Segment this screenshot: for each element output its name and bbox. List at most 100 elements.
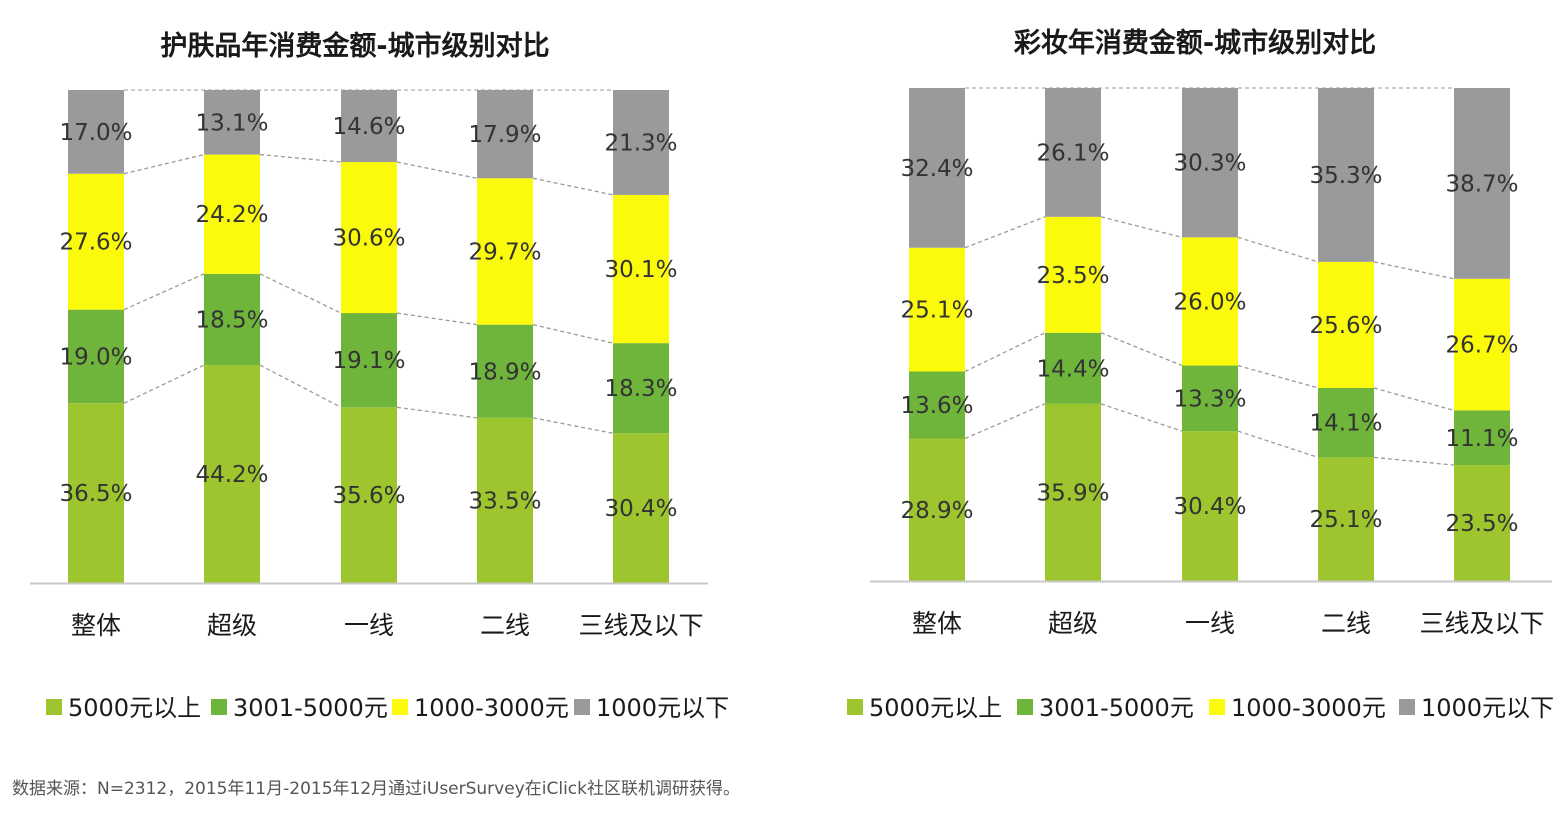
data-label: 35.6% bbox=[332, 483, 405, 509]
bar-segment-above-5000 bbox=[1182, 431, 1238, 581]
legend-swatch-1000-3000 bbox=[1209, 699, 1225, 715]
connector-line bbox=[1100, 332, 1183, 367]
data-label: 44.2% bbox=[195, 462, 268, 488]
data-label: 13.1% bbox=[195, 110, 268, 136]
data-label: 26.0% bbox=[1173, 289, 1246, 315]
legend-swatch-above-5000 bbox=[847, 699, 863, 715]
bar-segment-above-5000 bbox=[1045, 403, 1101, 581]
bar-segment-3001-5000 bbox=[477, 324, 533, 418]
connector-line bbox=[259, 364, 342, 408]
bar-segment-1000-3000 bbox=[204, 154, 260, 274]
bar-segment-below-1000 bbox=[1318, 88, 1374, 262]
bar-segment-1000-3000 bbox=[1318, 261, 1374, 388]
data-label: 30.6% bbox=[332, 226, 405, 252]
connector-line bbox=[1373, 456, 1455, 466]
category-label: 整体 bbox=[71, 611, 121, 640]
bar-segment-below-1000 bbox=[477, 90, 533, 179]
legend-swatch-below-1000 bbox=[1399, 699, 1415, 715]
bar-segment-above-5000 bbox=[1318, 457, 1374, 581]
data-label: 30.1% bbox=[604, 257, 677, 283]
bar-segment-above-5000 bbox=[1454, 465, 1510, 581]
data-label: 13.3% bbox=[1173, 386, 1246, 412]
connector-line bbox=[259, 273, 342, 314]
data-label: 28.9% bbox=[900, 498, 973, 524]
data-label: 21.3% bbox=[604, 130, 677, 156]
category-label: 二线 bbox=[480, 611, 530, 640]
legend-swatch-below-1000 bbox=[574, 699, 590, 715]
data-label: 32.4% bbox=[900, 156, 973, 182]
data-label: 19.0% bbox=[59, 344, 132, 370]
legend-label: 3001-5000元 bbox=[233, 694, 388, 722]
data-label: 14.6% bbox=[332, 114, 405, 140]
data-label: 25.1% bbox=[900, 298, 973, 324]
connector-line bbox=[532, 417, 614, 434]
bar-segment-below-1000 bbox=[68, 90, 124, 174]
category-label: 三线及以下 bbox=[578, 611, 703, 640]
data-label: 17.0% bbox=[59, 120, 132, 146]
bar-segment-1000-3000 bbox=[1454, 278, 1510, 411]
connector-line bbox=[532, 177, 614, 196]
data-label: 35.3% bbox=[1309, 163, 1382, 189]
connector-line bbox=[1237, 236, 1319, 263]
bar-segment-below-1000 bbox=[1045, 88, 1101, 217]
connector-line bbox=[1373, 387, 1455, 412]
category-label: 超级 bbox=[207, 611, 257, 640]
bar-segment-1000-3000 bbox=[1182, 237, 1238, 366]
chart-title: 护肤品年消费金额-城市级别对比 bbox=[160, 30, 549, 62]
data-label: 26.1% bbox=[1036, 140, 1109, 166]
legend-swatch-3001-5000 bbox=[211, 699, 227, 715]
legend-swatch-3001-5000 bbox=[1017, 699, 1033, 715]
connector-line bbox=[1100, 216, 1183, 239]
bar-segment-1000-3000 bbox=[341, 162, 397, 314]
legend-label: 1000元以下 bbox=[596, 694, 729, 722]
data-label: 23.5% bbox=[1445, 511, 1518, 537]
data-label: 26.7% bbox=[1445, 333, 1518, 359]
data-label: 14.4% bbox=[1036, 356, 1109, 382]
bar-segment-below-1000 bbox=[1454, 88, 1510, 279]
bar-segment-3001-5000 bbox=[1182, 365, 1238, 432]
legend-skincare: 5000元以上 3001-5000元 1000-3000元 1000元以下 bbox=[46, 694, 729, 722]
bar-segment-above-5000 bbox=[204, 365, 260, 583]
legend-label: 5000元以上 bbox=[68, 694, 201, 722]
connector-line bbox=[1237, 430, 1319, 458]
data-label: 23.5% bbox=[1036, 263, 1109, 289]
bar-segment-3001-5000 bbox=[1454, 410, 1510, 466]
bar-segment-3001-5000 bbox=[68, 309, 124, 404]
bar-segment-1000-3000 bbox=[909, 247, 965, 372]
data-label: 25.6% bbox=[1309, 313, 1382, 339]
bar-segment-1000-3000 bbox=[1045, 216, 1101, 333]
bar-segment-above-5000 bbox=[909, 438, 965, 581]
bar-segment-1000-3000 bbox=[68, 173, 124, 310]
data-label: 36.5% bbox=[59, 481, 132, 507]
data-label: 13.6% bbox=[900, 393, 973, 419]
data-label: 30.3% bbox=[1173, 151, 1246, 177]
data-label: 11.1% bbox=[1445, 426, 1518, 452]
category-label: 三线及以下 bbox=[1419, 609, 1544, 638]
connector-line bbox=[1373, 261, 1455, 280]
legend-label: 3001-5000元 bbox=[1039, 694, 1194, 722]
chart-makeup: 彩妆年消费金额-城市级别对比 28.9% 13.6% 25.1% 32.4% 整体 35.9… bbox=[847, 27, 1554, 722]
data-label: 38.7% bbox=[1445, 171, 1518, 197]
data-label: 30.4% bbox=[604, 496, 677, 522]
connector-line bbox=[396, 312, 478, 326]
bar-segment-3001-5000 bbox=[613, 343, 669, 434]
connector-line bbox=[123, 153, 205, 175]
legend-label: 1000-3000元 bbox=[414, 694, 569, 722]
source-footnote: 数据来源：N=2312，2015年11月-2015年12月通过iUserSurv… bbox=[12, 779, 740, 799]
bar-segment-below-1000 bbox=[909, 88, 965, 248]
connector-line bbox=[123, 364, 205, 404]
bar-segment-above-5000 bbox=[613, 433, 669, 583]
category-label: 整体 bbox=[912, 609, 962, 638]
bar-segment-3001-5000 bbox=[204, 273, 260, 366]
connector-line bbox=[1237, 364, 1319, 389]
chart-title: 彩妆年消费金额-城市级别对比 bbox=[1014, 27, 1376, 59]
bar-segment-1000-3000 bbox=[477, 178, 533, 325]
category-label: 一线 bbox=[1185, 609, 1235, 638]
data-label: 24.2% bbox=[195, 202, 268, 228]
bar-segment-above-5000 bbox=[477, 417, 533, 583]
connector-line bbox=[1100, 403, 1183, 432]
category-label: 一线 bbox=[344, 611, 394, 640]
bar-segment-below-1000 bbox=[341, 90, 397, 163]
data-label: 18.5% bbox=[195, 307, 268, 333]
bar-segment-3001-5000 bbox=[909, 371, 965, 439]
